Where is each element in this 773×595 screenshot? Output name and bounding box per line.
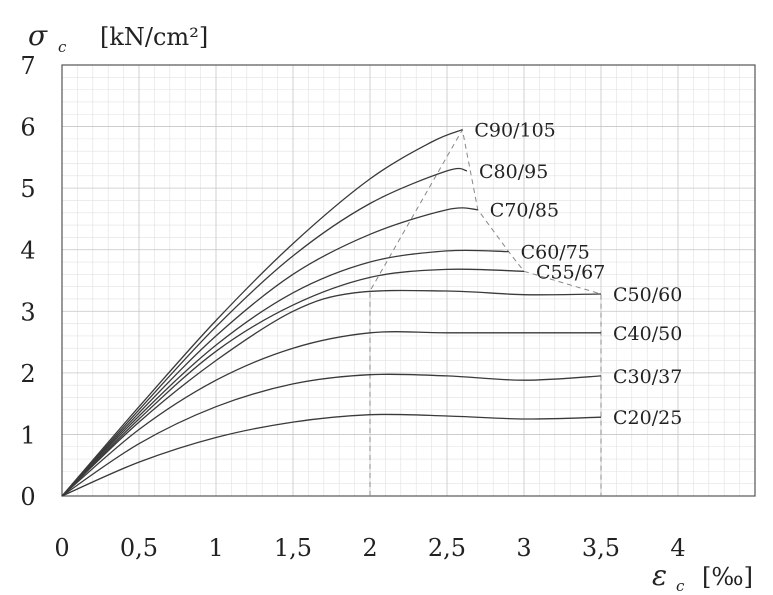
series-line-c80-95	[61, 167, 468, 497]
series-label: C60/75	[521, 242, 590, 264]
series-label: C55/67	[536, 261, 605, 283]
x-tick-label: 2,5	[428, 534, 466, 562]
y-tick-label: 7	[20, 52, 35, 80]
x-tick-label: 3	[516, 534, 531, 562]
y-tick-label: 6	[20, 114, 35, 142]
x-axis-unit: [‰]	[702, 563, 753, 591]
x-axis-label: ε c [‰]	[652, 559, 753, 595]
x-tick-labels: 0 0,5 1 1,5 2 2,5 3 3,5 4	[54, 534, 685, 562]
x-tick-label: 1,5	[274, 534, 312, 562]
minor-grid	[61, 64, 756, 497]
y-axis-subscript: c	[58, 38, 67, 56]
x-tick-label: 0,5	[120, 534, 158, 562]
failure-envelope	[369, 128, 602, 496]
series-line-c40-50	[61, 331, 601, 497]
y-axis-unit: [kN/cm²]	[100, 23, 208, 51]
curves	[61, 129, 602, 497]
x-tick-label: 0	[54, 534, 69, 562]
series-label: C20/25	[613, 407, 682, 429]
x-tick-label: 4	[670, 534, 685, 562]
series-label: C40/50	[613, 323, 682, 345]
y-tick-label: 3	[20, 298, 35, 326]
y-tick-label: 2	[20, 360, 35, 388]
series-line-c30-37	[61, 373, 602, 497]
y-axis-label: σ c [kN/cm²]	[28, 19, 208, 56]
y-axis-symbol: σ	[28, 19, 48, 52]
plot-frame	[61, 64, 756, 497]
x-tick-label: 1	[208, 534, 223, 562]
y-tick-labels: 0 1 2 3 4 5 6 7	[20, 52, 35, 511]
y-tick-label: 4	[20, 237, 35, 265]
series-line-c20-25	[61, 413, 602, 497]
series-label: C50/60	[613, 284, 682, 306]
x-axis-subscript: c	[676, 577, 685, 595]
x-axis-symbol: ε	[652, 559, 667, 592]
y-tick-label: 1	[20, 421, 35, 449]
series-line-c70-85	[61, 207, 478, 497]
series-label: C80/95	[479, 161, 548, 183]
major-grid	[61, 64, 755, 497]
y-tick-label: 5	[20, 175, 35, 203]
envelope-line	[369, 128, 602, 496]
series-line-c90-105	[61, 129, 463, 497]
series-label: C90/105	[474, 120, 555, 142]
series-label: C30/37	[613, 366, 682, 388]
x-tick-label: 2	[362, 534, 377, 562]
series-line-c50-60	[61, 289, 602, 497]
series-label: C70/85	[490, 200, 559, 222]
x-tick-label: 3,5	[582, 534, 620, 562]
series-line-c60-75	[61, 249, 509, 497]
y-tick-label: 0	[20, 483, 35, 511]
series-line-c55-67	[61, 268, 525, 497]
